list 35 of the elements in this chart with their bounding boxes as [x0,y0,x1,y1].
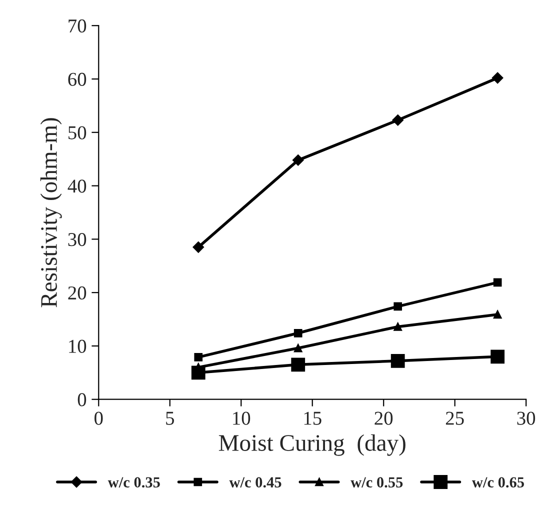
point [294,344,302,352]
point [291,358,306,372]
x-tick-label: 0 [94,412,103,425]
y-tick-label: 70 [68,19,86,33]
y-tick-label: 50 [68,126,86,140]
point [493,310,502,319]
y-tick-label: 20 [68,286,86,300]
point [294,328,302,338]
x-tick-label: 30 [517,412,536,425]
legend-label: w/c 0.65 [472,477,524,488]
y-tick-label: 60 [68,72,86,86]
point [192,242,204,253]
point [194,353,203,362]
point [390,354,405,368]
y-axis-title: Resistivity (ohm-m) [40,118,62,308]
y-tick-label: 30 [68,232,86,246]
x-tick-label: 5 [166,412,174,425]
point [492,72,504,84]
legend-label: w/c 0.35 [108,477,160,488]
point [394,322,402,331]
x-tick-label: 20 [374,412,393,425]
point [392,114,404,126]
x-axis-title: Moist Curing (day) [218,434,406,456]
point [490,350,505,364]
point [292,154,304,166]
x-tick-label: 25 [446,412,464,425]
point [493,278,502,287]
y-tick-label: 40 [68,180,86,193]
y-tick-label: 10 [69,340,86,353]
legend-label: w/c 0.55 [350,477,403,488]
x-tick-label: 15 [304,412,322,425]
legend-label: w/c 0.45 [229,477,282,488]
point [394,302,402,311]
x-tick-label: 10 [233,412,250,425]
y-tick-label: 0 [78,393,86,406]
